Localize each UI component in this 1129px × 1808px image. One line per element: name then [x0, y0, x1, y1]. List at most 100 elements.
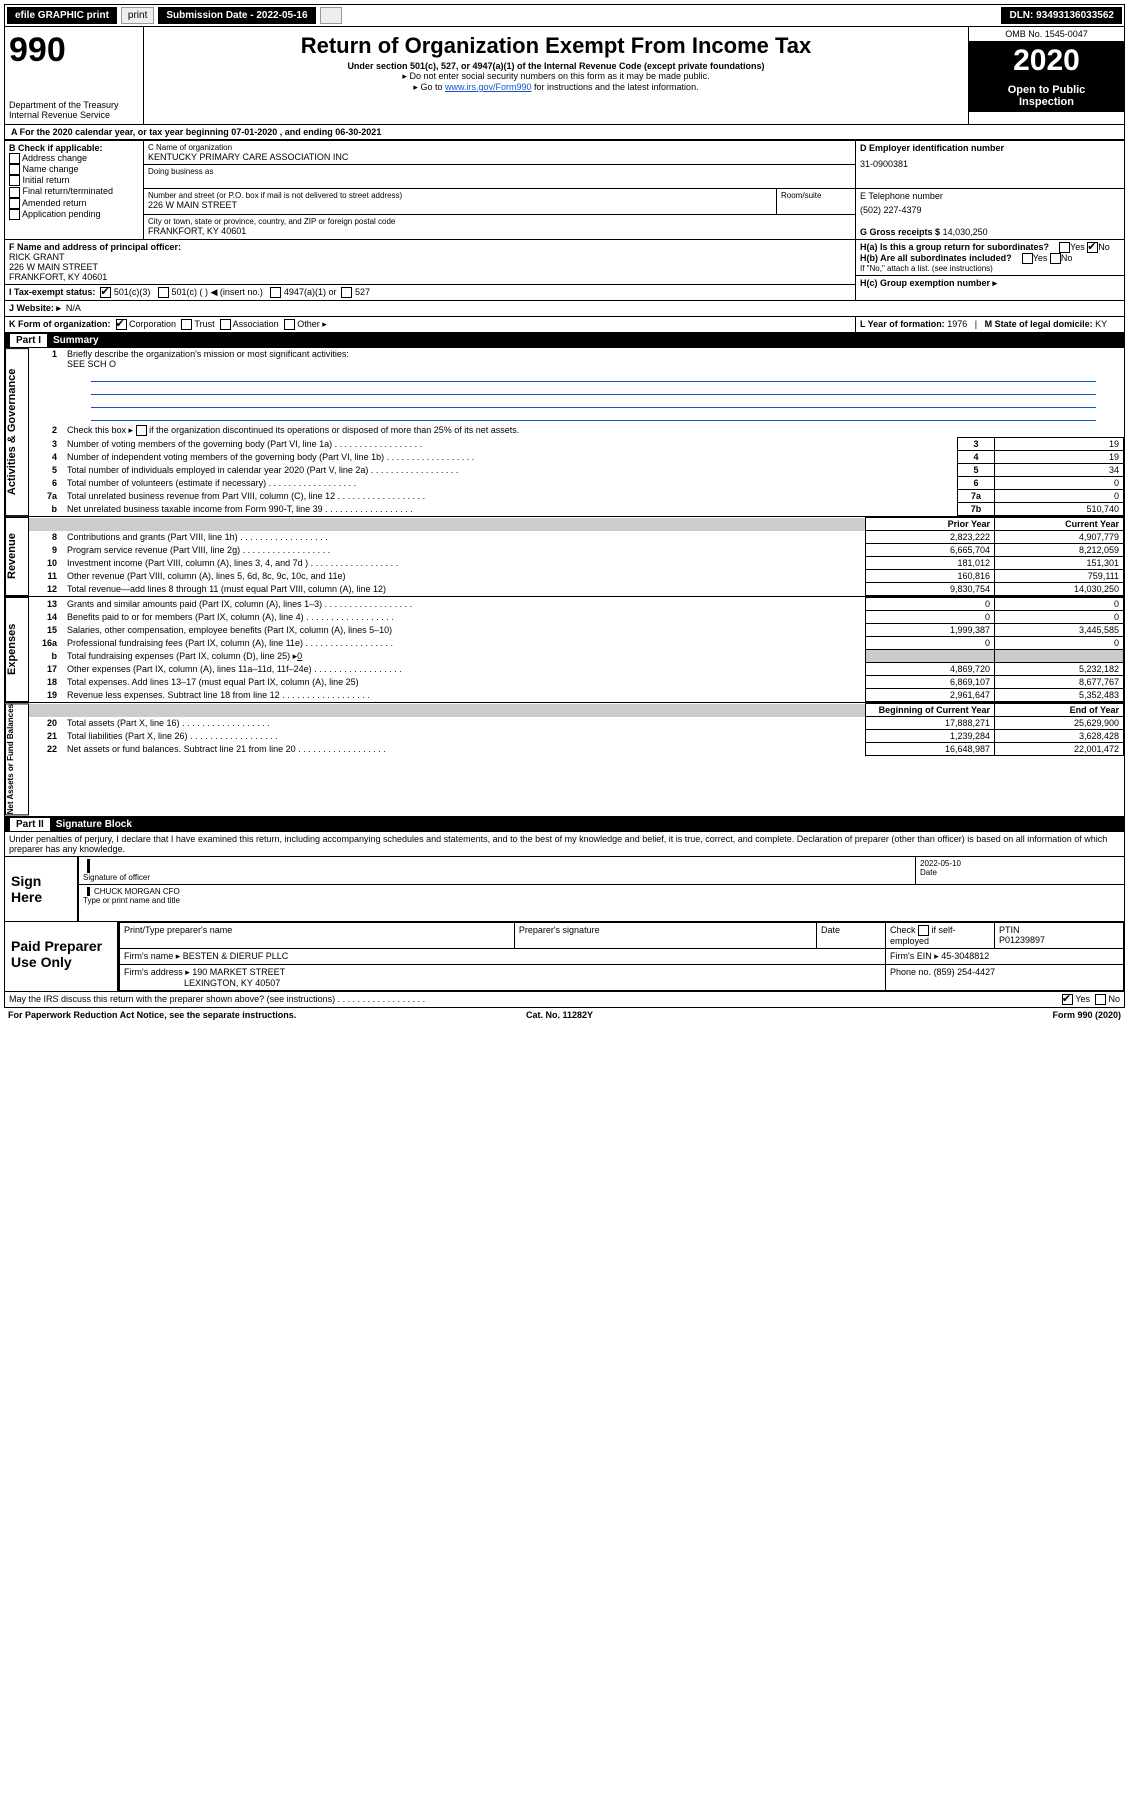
instructions-link[interactable]: www.irs.gov/Form990: [445, 82, 532, 92]
chk-4947[interactable]: [270, 287, 281, 298]
chk-other[interactable]: [284, 319, 295, 330]
ein: 31-0900381: [860, 159, 1120, 169]
chk-corp[interactable]: [116, 319, 127, 330]
val-13c: 0: [995, 598, 1124, 611]
sign-block: Sign Here Signature of officer 2022-05-1…: [4, 857, 1125, 922]
sign-here-label: Sign Here: [5, 857, 77, 921]
pra-notice: For Paperwork Reduction Act Notice, see …: [8, 1010, 296, 1020]
goto-line: ▸ Go to www.irs.gov/Form990 for instruct…: [148, 82, 964, 93]
val-14c: 0: [995, 611, 1124, 624]
chk-discuss-yes[interactable]: [1062, 994, 1073, 1005]
chk-address[interactable]: [9, 153, 20, 164]
C-label: C Name of organization: [148, 143, 851, 152]
val-10p: 181,012: [866, 557, 995, 570]
val-7b: 510,740: [995, 503, 1124, 516]
sidebar-expenses: Expenses: [5, 597, 29, 702]
chk-pending[interactable]: [9, 209, 20, 220]
firm-phone: (859) 254-4427: [934, 967, 996, 977]
val-17c: 5,232,182: [995, 663, 1124, 676]
street: 226 W MAIN STREET: [148, 200, 772, 210]
chk-527[interactable]: [341, 287, 352, 298]
irs-label: Internal Revenue Service: [9, 110, 139, 120]
val-11c: 759,111: [995, 570, 1124, 583]
chk-name[interactable]: [9, 164, 20, 175]
D-label: D Employer identification number: [860, 143, 1120, 153]
val-9p: 6,665,704: [866, 544, 995, 557]
phone: (502) 227-4379: [860, 205, 1120, 215]
val-21c: 3,628,428: [995, 730, 1124, 743]
sign-date: 2022-05-10: [920, 859, 1120, 868]
E-label: E Telephone number: [860, 191, 1120, 201]
val-10c: 151,301: [995, 557, 1124, 570]
top-bar: efile GRAPHIC print print Submission Dat…: [4, 4, 1125, 27]
gross-receipts: 14,030,250: [943, 227, 988, 237]
officer-name: RICK GRANT: [9, 252, 851, 262]
chk-discuss-no[interactable]: [1095, 994, 1106, 1005]
val-20p: 17,888,271: [866, 717, 995, 730]
line-A: A For the 2020 calendar year, or tax yea…: [4, 125, 1125, 140]
K-label: K Form of organization:: [9, 319, 111, 329]
val-11p: 160,816: [866, 570, 995, 583]
val-18c: 8,677,767: [995, 676, 1124, 689]
sidebar-activities: Activities & Governance: [5, 348, 29, 516]
chk-Ha-yes[interactable]: [1059, 242, 1070, 253]
chk-Hb-yes[interactable]: [1022, 253, 1033, 264]
chk-assoc[interactable]: [220, 319, 231, 330]
form-number: 990: [9, 31, 139, 70]
chk-initial[interactable]: [9, 175, 20, 186]
website: N/A: [66, 303, 81, 313]
val-8c: 4,907,779: [995, 531, 1124, 544]
dept-label: Department of the Treasury: [9, 100, 139, 110]
form-title: Return of Organization Exempt From Incom…: [148, 33, 964, 59]
paid-preparer-label: Paid Preparer Use Only: [5, 922, 117, 991]
chk-amended[interactable]: [9, 198, 20, 209]
chk-Ha-no[interactable]: [1087, 242, 1098, 253]
identification-block: B Check if applicable: Address change Na…: [4, 140, 1125, 333]
print-button[interactable]: print: [121, 7, 154, 24]
val-17p: 4,869,720: [866, 663, 995, 676]
dba-label: Doing business as: [148, 167, 851, 176]
chk-line2[interactable]: [136, 425, 147, 436]
Hc: H(c) Group exemption number ▸: [860, 278, 1120, 289]
signer-name: CHUCK MORGAN CFO: [94, 887, 1120, 896]
ptin: P01239897: [999, 935, 1045, 945]
chk-501c3[interactable]: [100, 287, 111, 298]
val-7a: 0: [995, 490, 1124, 503]
val-19p: 2,961,647: [866, 689, 995, 702]
part-ii-header: Part IISignature Block: [4, 817, 1125, 832]
submission-date: Submission Date - 2022-05-16: [158, 7, 315, 24]
chk-trust[interactable]: [181, 319, 192, 330]
val-22p: 16,648,987: [866, 743, 995, 756]
chk-selfemp[interactable]: [918, 925, 929, 936]
tax-year-box: 2020: [969, 42, 1124, 80]
discuss-row: May the IRS discuss this return with the…: [4, 992, 1125, 1008]
omb-number: OMB No. 1545-0047: [969, 27, 1124, 42]
expand-button[interactable]: [320, 7, 342, 24]
officer-addr1: 226 W MAIN STREET: [9, 262, 851, 272]
org-name: KENTUCKY PRIMARY CARE ASSOCIATION INC: [148, 152, 851, 162]
chk-Hb-no[interactable]: [1050, 253, 1061, 264]
open-to-public: Open to PublicInspection: [969, 80, 1124, 112]
officer-addr2: FRANKFORT, KY 40601: [9, 272, 851, 282]
mission: SEE SCH O: [67, 359, 116, 369]
chk-501c[interactable]: [158, 287, 169, 298]
page-footer: For Paperwork Reduction Act Notice, see …: [4, 1008, 1125, 1022]
val-19c: 5,352,483: [995, 689, 1124, 702]
year-formation: 1976: [947, 319, 967, 329]
val-18p: 6,869,107: [866, 676, 995, 689]
paid-preparer-block: Paid Preparer Use Only Print/Type prepar…: [4, 922, 1125, 992]
val-15p: 1,999,387: [866, 624, 995, 637]
val-3: 19: [995, 438, 1124, 451]
domicile: KY: [1095, 319, 1107, 329]
penalty-text: Under penalties of perjury, I declare th…: [4, 832, 1125, 857]
val-21p: 1,239,284: [866, 730, 995, 743]
sidebar-revenue: Revenue: [5, 517, 29, 596]
val-20c: 25,629,900: [995, 717, 1124, 730]
val-16ap: 0: [866, 637, 995, 650]
sidebar-netassets: Net Assets or Fund Balances: [5, 703, 29, 815]
part-i-header: Part ISummary: [4, 333, 1125, 348]
val-8p: 2,823,222: [866, 531, 995, 544]
firm-addr1: 190 MARKET STREET: [192, 967, 285, 977]
chk-final[interactable]: [9, 187, 20, 198]
val-6: 0: [995, 477, 1124, 490]
